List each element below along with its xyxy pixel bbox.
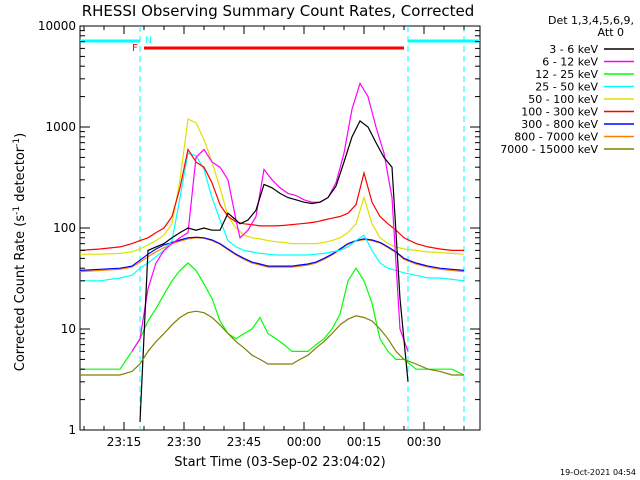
timestamp: 19-Oct-2021 04:54 — [560, 468, 636, 477]
chart-title: RHESSI Observing Summary Count Rates, Co… — [82, 2, 475, 20]
series-line-5 — [80, 147, 464, 251]
y-label-sup1: -1 — [12, 206, 22, 215]
x-tick-label-1: 23:30 — [167, 435, 202, 449]
y-axis-label: Corrected Count Rate (s-1 detector-1) — [12, 133, 28, 371]
y-label-part1: Corrected Count Rate (s — [13, 215, 28, 372]
y-label-sup2: -1 — [12, 138, 22, 147]
legend-label-7: 800 - 7000 keV — [514, 131, 598, 144]
flag-n-label: N — [145, 36, 152, 46]
legend-label-8: 7000 - 15000 keV — [500, 143, 598, 156]
x-axis-label: Start Time (03-Sep-02 23:04:02) — [174, 455, 385, 470]
legend-label-1: 6 - 12 keV — [542, 56, 598, 69]
legend-label-6: 300 - 800 keV — [521, 118, 598, 131]
series-line-1 — [131, 81, 409, 352]
x-tick-label-5: 00:30 — [407, 435, 442, 449]
series-line-8 — [80, 310, 464, 376]
series-line-4 — [80, 118, 465, 255]
x-axis-ticks: 23:15 23:30 23:45 00:00 00:15 00:30 — [83, 26, 465, 449]
y-tick-label-0: 1 — [68, 423, 76, 437]
series-line-2 — [80, 262, 465, 376]
y-label-part2: detector — [13, 146, 28, 206]
x-tick-label-2: 23:45 — [227, 435, 262, 449]
legend-header-1: Det 1,3,4,5,6,9, — [548, 14, 634, 27]
annotations: FN — [80, 26, 480, 430]
y-tick-label-3: 1000 — [45, 120, 76, 134]
x-tick-label-0: 23:15 — [107, 435, 142, 449]
y-tick-label-1: 10 — [61, 322, 76, 336]
legend-label-3: 25 - 50 keV — [535, 81, 598, 94]
legend-label-5: 100 - 300 keV — [521, 106, 598, 119]
flag-f-label: F — [132, 43, 138, 54]
legend-label-2: 12 - 25 keV — [535, 68, 598, 81]
legend-label-0: 3 - 6 keV — [549, 43, 598, 56]
y-tick-label-2: 100 — [53, 221, 76, 235]
series-line-0 — [139, 119, 409, 423]
legend-header-2: Att 0 — [598, 26, 624, 39]
y-tick-label-4: 10000 — [38, 19, 76, 33]
x-tick-label-3: 00:00 — [287, 435, 322, 449]
series-line-6 — [80, 236, 465, 271]
y-axis-ticks: 1 10 100 1000 10000 — [38, 19, 480, 437]
y-label-part3: ) — [13, 133, 28, 138]
legend-label-4: 50 - 100 keV — [528, 93, 598, 106]
x-tick-label-4: 00:15 — [347, 435, 382, 449]
series-group — [80, 81, 465, 423]
